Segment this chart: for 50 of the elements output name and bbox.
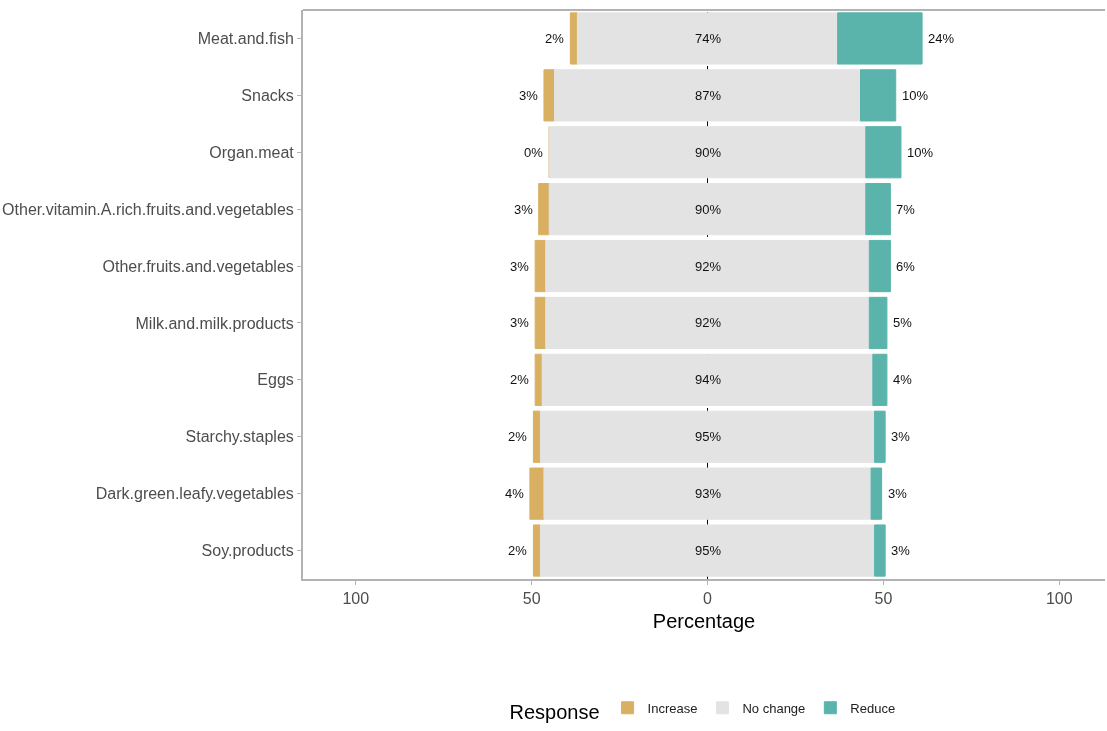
data-label: 95% [695,429,722,444]
data-label: 92% [695,315,722,330]
legend-label: No change [742,700,806,716]
data-label: 4% [893,372,913,387]
data-label: 93% [695,486,722,501]
x-tick-label: 100 [342,590,370,608]
data-label: 87% [695,88,722,103]
y-tick-label: Other.vitamin.A.rich.fruits.and.vegetables [2,200,294,218]
y-tick-label: Meat.and.fish [197,30,294,48]
y-tick-label: Snacks [241,86,294,104]
data-label: 2% [510,372,530,387]
data-label: 3% [514,202,534,217]
data-label: 74% [695,31,722,46]
data-label: 7% [896,202,916,217]
data-label: 3% [888,486,908,501]
x-tick-label: 100 [1045,590,1073,608]
x-tick-label: 50 [522,590,541,608]
data-label: 3% [510,259,530,274]
data-label: 95% [695,543,722,558]
y-tick-label: Starchy.staples [185,428,294,446]
y-tick-label: Milk.and.milk.products [135,314,294,332]
y-tick-label: Soy.products [201,542,294,560]
data-label: 2% [545,31,565,46]
legend-label: Increase [647,700,698,716]
y-tick-label: Eggs [257,371,294,389]
data-label: 5% [893,315,913,330]
data-label: 2% [508,429,528,444]
data-label: 24% [928,31,955,46]
data-label: 3% [519,88,539,103]
legend-label: Reduce [850,700,896,716]
data-label: 3% [510,315,530,330]
y-tick-label: Dark.green.leafy.vegetables [95,485,294,503]
data-label: 3% [891,543,911,558]
data-label: 4% [505,486,525,501]
data-label: 0% [524,145,544,160]
y-tick-label: Organ.meat [209,143,295,161]
x-tick-label: 50 [874,590,893,608]
data-label: 90% [695,202,722,217]
data-label: 10% [902,88,929,103]
data-label: 2% [508,543,528,558]
data-label: 94% [695,372,722,387]
data-label: 90% [695,145,722,160]
data-label: 6% [896,259,916,274]
x-tick-label: 0 [703,590,713,608]
legend-title: Response [509,700,600,723]
data-label: 10% [907,145,934,160]
data-label: 92% [695,259,722,274]
x-axis-title: Percentage [652,610,756,633]
data-label: 3% [891,429,911,444]
y-tick-label: Other.fruits.and.vegetables [102,257,294,275]
